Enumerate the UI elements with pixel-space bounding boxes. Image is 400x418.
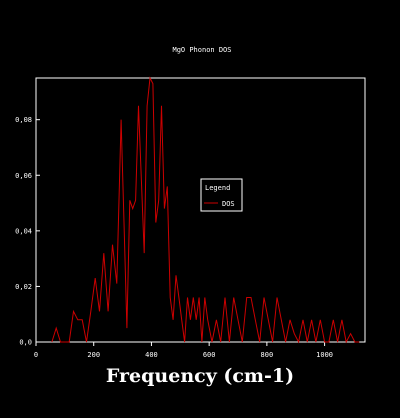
x-tick-label: 400	[145, 351, 158, 359]
x-tick-label: 200	[87, 351, 100, 359]
x-tick-label: 0	[34, 351, 38, 359]
legend-entry-dos: DOS	[222, 200, 235, 208]
chart-title: MgO Phonon DOS	[172, 46, 231, 54]
plot-frame	[35, 77, 366, 343]
y-tick-label: 0,06	[15, 172, 32, 180]
x-tick-label: 800	[261, 351, 274, 359]
y-tick-label: 0,04	[15, 227, 32, 235]
x-tick-label: 1000	[316, 351, 333, 359]
y-tick-label: 0,02	[15, 283, 32, 291]
legend: Legend DOS	[200, 178, 243, 212]
y-tick-label: 0,08	[15, 116, 32, 124]
y-tick-label: 0,0	[19, 339, 32, 347]
y-axis: 0,0 0,02 0,04 0,06 0,08	[15, 116, 40, 347]
x-tick-label: 600	[203, 351, 216, 359]
dos-series-line	[51, 76, 360, 344]
x-axis: 0 200 400 600 800 1000	[34, 342, 333, 359]
legend-box	[200, 178, 243, 212]
x-axis-label: Frequency (cm-1)	[106, 365, 294, 387]
legend-title: Legend	[205, 184, 230, 192]
